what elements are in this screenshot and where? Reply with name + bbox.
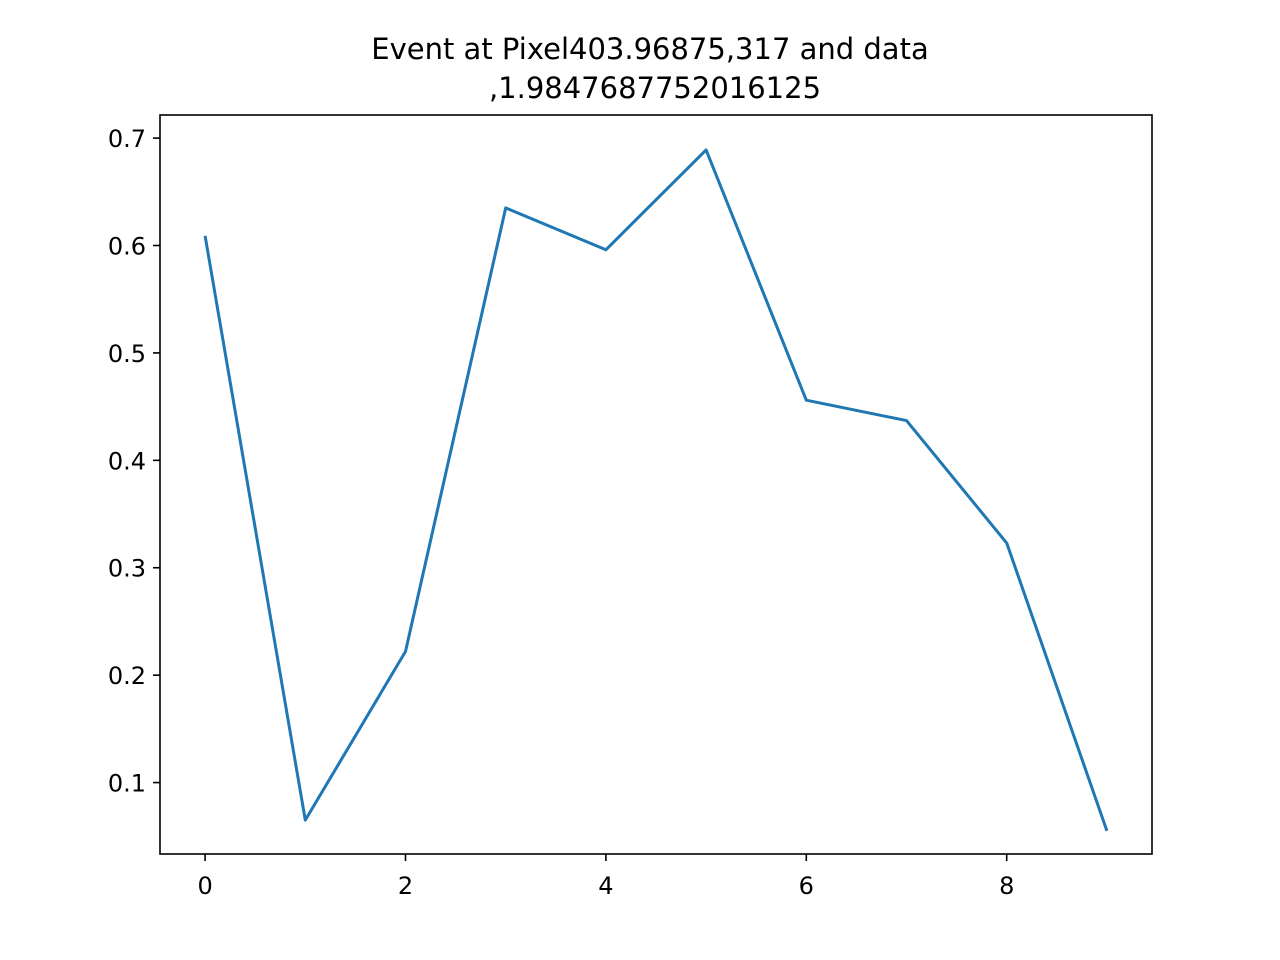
y-tick-label: 0.1: [108, 770, 146, 798]
x-axis: 0 2 4 6 8: [197, 854, 1014, 900]
series-layer: [203, 148, 1109, 832]
series-line: [203, 148, 1109, 832]
y-tick-label: 0.3: [108, 555, 146, 583]
y-tick-label: 0.2: [108, 662, 146, 690]
chart-title-line-1: Event at Pixel403.96875,317 and data: [371, 32, 928, 66]
x-tick-label: 4: [598, 872, 613, 900]
y-tick-label: 0.6: [108, 233, 146, 261]
x-tick-label: 0: [197, 872, 212, 900]
y-tick-label: 0.5: [108, 340, 146, 368]
chart-title-line-2: ,1.9847687752016125: [489, 71, 821, 105]
chart-title: Event at Pixel403.96875,317 and data ,1.…: [371, 32, 928, 105]
x-tick-label: 2: [398, 872, 413, 900]
axes-frame: [159, 114, 1153, 855]
y-tick-label: 0.4: [108, 447, 146, 475]
y-tick-label: 0.7: [108, 125, 146, 153]
x-tick-label: 6: [799, 872, 814, 900]
y-axis: 0.1 0.2 0.3 0.4 0.5 0.6 0.7: [108, 125, 160, 798]
x-tick-label: 8: [999, 872, 1014, 900]
